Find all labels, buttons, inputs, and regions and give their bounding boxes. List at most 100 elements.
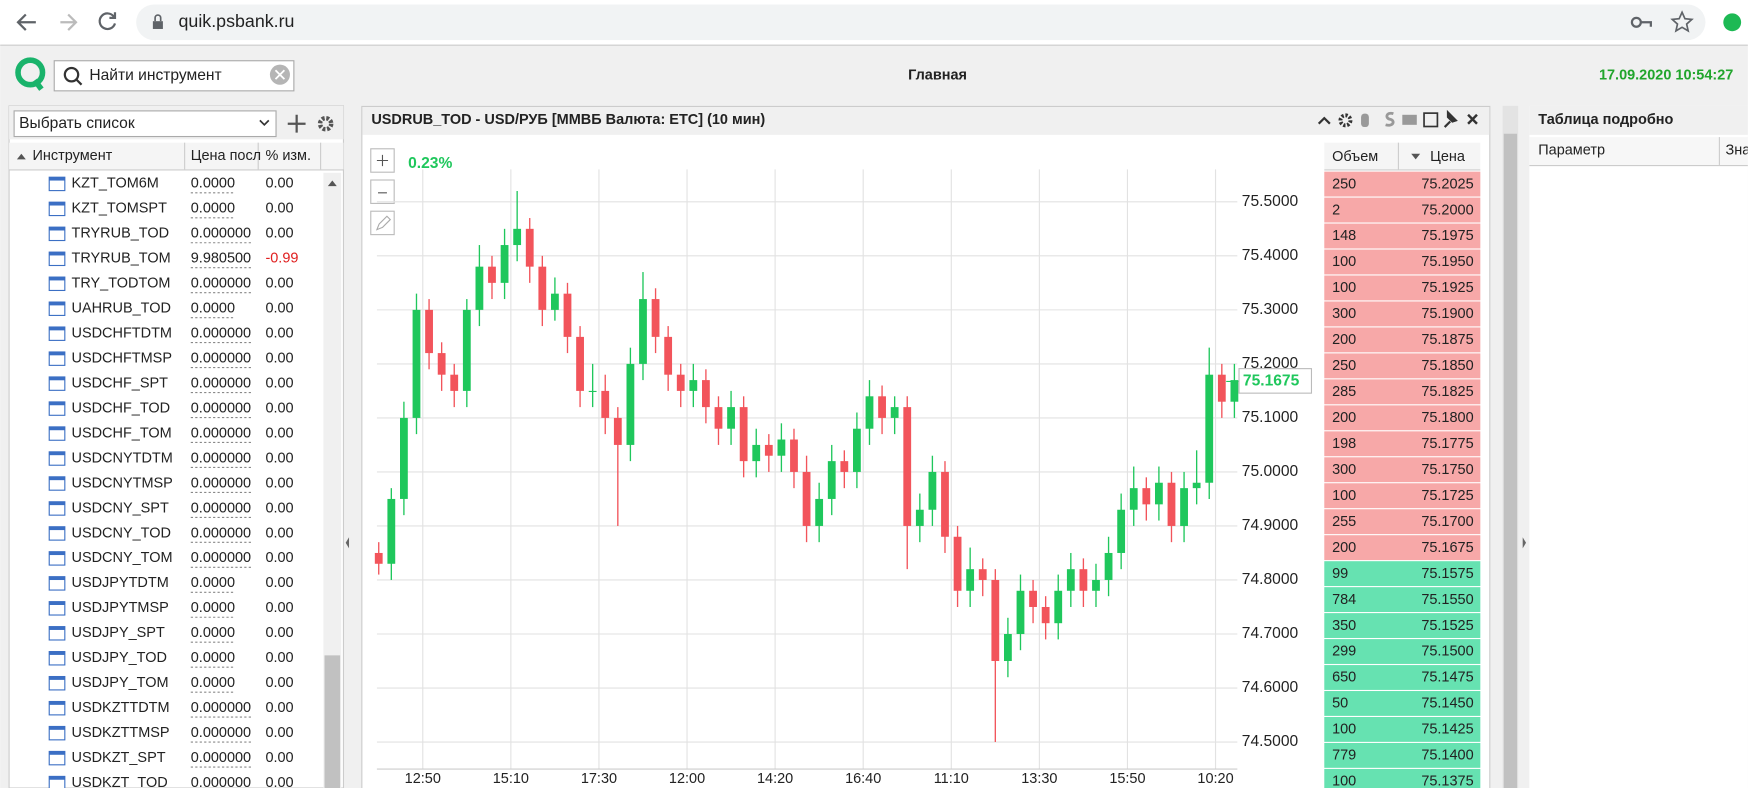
- orderbook-row: [1324, 327, 1481, 353]
- zoom-out-button[interactable]: [370, 179, 395, 204]
- add-button[interactable]: [287, 114, 306, 133]
- instrument-change: 0.00: [265, 400, 293, 416]
- candle-body: [412, 309, 421, 418]
- pin-button[interactable]: [1443, 109, 1458, 128]
- orderbook-row: [1324, 535, 1481, 561]
- instrument-change: 0.00: [265, 700, 293, 716]
- instrument-icon: [49, 551, 65, 556]
- back-button[interactable]: [16, 13, 36, 31]
- x-tick-label: 15:10: [493, 771, 529, 787]
- candle-body: [1104, 552, 1113, 580]
- details-header: [1529, 137, 1748, 165]
- forward-button[interactable]: [60, 13, 78, 31]
- x-tick-label: 12:50: [405, 771, 441, 787]
- orderbook-volume: 285: [1332, 384, 1356, 400]
- instrument-price: 0.000000: [191, 750, 251, 766]
- candle-body: [387, 498, 396, 564]
- s-tool[interactable]: [1385, 111, 1395, 127]
- window-button[interactable]: [1423, 112, 1439, 128]
- instrument-name: USDKZTTDTM: [72, 700, 170, 716]
- instrument-icon: [49, 501, 65, 506]
- orderbook-volume: 99: [1332, 566, 1348, 582]
- orderbook-row: [1324, 197, 1481, 223]
- scrollbar-thumb[interactable]: [1503, 133, 1518, 788]
- instrument-icon: [49, 252, 65, 256]
- candle-body: [1117, 509, 1126, 553]
- settings-button[interactable]: [1338, 113, 1353, 128]
- logo[interactable]: [15, 57, 46, 88]
- instrument-name: USDKZT_TOD: [72, 775, 168, 788]
- instrument-icon: [49, 751, 65, 755]
- chart-title-bar: [362, 106, 1490, 135]
- orderbook-row: [1324, 223, 1481, 249]
- chart-title: USDRUB_TOD - USD/РУБ [ММВБ Валюта: ЕТС] …: [371, 112, 765, 128]
- candle-body: [878, 396, 886, 418]
- orderbook-price: 75.1425: [1421, 722, 1473, 738]
- last-price-label: 75.1675: [1243, 373, 1300, 390]
- camera-tool[interactable]: [1402, 114, 1417, 125]
- candle-body: [739, 407, 748, 462]
- scroll-up[interactable]: [327, 180, 337, 187]
- orderbook-volume: 198: [1332, 436, 1356, 452]
- splitter-handle[interactable]: [345, 537, 350, 549]
- orderbook-price: 75.1875: [1421, 332, 1473, 348]
- candle-body: [840, 461, 849, 472]
- lock-icon: [154, 14, 162, 22]
- draw-button[interactable]: [370, 210, 395, 236]
- search-icon: [75, 78, 83, 86]
- instrument-change: 0.00: [265, 550, 293, 566]
- details-panel: [1529, 105, 1748, 788]
- instrument-name: USDKZT_SPT: [72, 750, 166, 766]
- instrument-name: USDCNYTMSP: [72, 475, 173, 491]
- candle-body: [626, 363, 635, 445]
- collapse-button[interactable]: [1317, 116, 1331, 125]
- orderbook-price: 75.1850: [1421, 358, 1473, 374]
- orderbook-volume: 350: [1332, 618, 1356, 634]
- instrument-price: 0.000000: [191, 500, 251, 516]
- search-box[interactable]: [53, 60, 295, 92]
- candle-body: [1217, 374, 1226, 402]
- instrument-name: USDCHFTDTM: [72, 326, 172, 342]
- candle-body: [525, 228, 534, 267]
- page-title: Главная: [908, 68, 967, 84]
- orderbook-volume: 50: [1332, 696, 1348, 712]
- omnibox[interactable]: [136, 4, 1706, 41]
- scrollbar-thumb[interactable]: [324, 655, 341, 788]
- settings-button[interactable]: [317, 115, 334, 132]
- instrument-price: 0.0000: [191, 575, 235, 591]
- close-button[interactable]: [1467, 113, 1478, 125]
- orderbook-price: 75.1400: [1421, 748, 1473, 764]
- extension-icon[interactable]: [1723, 13, 1742, 32]
- candle-body: [1155, 482, 1163, 505]
- zoom-in-icon: [376, 154, 389, 167]
- orderbook-price: 75.1725: [1421, 488, 1473, 504]
- y-tick-label: 74.5000: [1242, 733, 1299, 750]
- dropdown-arrow: [259, 119, 270, 127]
- instrument-change: 0.00: [265, 475, 293, 491]
- details-column: Параметр: [1538, 142, 1605, 158]
- reload-button[interactable]: [98, 12, 117, 31]
- column-header: Цена посл: [191, 148, 261, 164]
- details-title: Таблица подробно: [1538, 112, 1673, 128]
- instrument-name: TRYRUB_TOD: [72, 226, 170, 242]
- candle-body: [1205, 374, 1214, 483]
- column-header: Цена: [1430, 149, 1466, 165]
- instrument-change: 0.00: [265, 326, 293, 342]
- orderbook-price: 75.1750: [1421, 462, 1473, 478]
- x-tick-label: 16:40: [845, 771, 881, 787]
- x-tick-label: 15:50: [1109, 771, 1145, 787]
- instrument-price: 0.000000: [191, 326, 251, 342]
- orderbook-price: 75.2025: [1421, 176, 1473, 192]
- instrument-icon: [49, 302, 65, 306]
- candle-body: [437, 353, 446, 375]
- candle-body: [551, 293, 559, 310]
- orderbook-header: [1324, 142, 1481, 170]
- orderbook-price: 75.1775: [1421, 436, 1473, 452]
- list-select[interactable]: [13, 110, 277, 138]
- candle-body: [903, 407, 912, 526]
- orderbook-volume: 200: [1332, 332, 1356, 348]
- splitter-handle[interactable]: [1522, 537, 1527, 549]
- star-icon[interactable]: [1670, 10, 1694, 33]
- hand-tool[interactable]: [1361, 113, 1369, 128]
